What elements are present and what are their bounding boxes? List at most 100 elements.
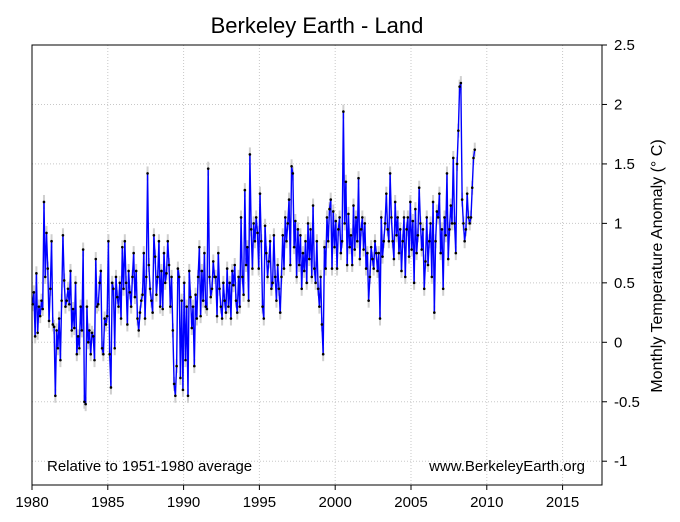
data-point bbox=[114, 275, 118, 279]
data-point bbox=[294, 219, 297, 223]
data-point bbox=[309, 228, 312, 231]
data-point bbox=[372, 267, 375, 270]
data-point bbox=[61, 233, 65, 237]
data-point bbox=[251, 267, 254, 270]
data-point bbox=[205, 307, 209, 311]
data-point bbox=[350, 263, 354, 267]
data-point bbox=[405, 228, 408, 231]
data-point bbox=[161, 307, 165, 311]
data-point bbox=[103, 317, 106, 320]
data-point bbox=[230, 269, 234, 273]
data-point bbox=[190, 326, 194, 330]
data-point bbox=[472, 156, 475, 160]
data-point bbox=[453, 222, 456, 225]
data-point bbox=[277, 287, 281, 291]
data-point bbox=[72, 326, 76, 330]
data-point bbox=[227, 305, 230, 308]
data-point bbox=[176, 267, 180, 270]
data-point bbox=[185, 305, 189, 308]
data-point bbox=[355, 239, 359, 243]
data-point bbox=[179, 376, 182, 380]
data-point bbox=[146, 172, 149, 175]
data-point bbox=[310, 275, 314, 279]
data-point bbox=[93, 358, 96, 362]
data-point bbox=[162, 251, 166, 255]
data-point bbox=[105, 314, 109, 318]
data-point bbox=[239, 216, 243, 219]
source-url: www.BerkeleyEarth.org bbox=[428, 458, 585, 475]
data-point bbox=[459, 81, 463, 85]
data-point bbox=[401, 239, 405, 243]
data-point bbox=[438, 192, 441, 195]
data-point bbox=[70, 329, 74, 332]
data-point bbox=[246, 245, 249, 249]
data-point bbox=[320, 323, 324, 326]
data-point bbox=[191, 305, 195, 308]
data-point bbox=[132, 251, 135, 255]
data-point bbox=[208, 275, 211, 279]
data-point bbox=[145, 275, 148, 279]
data-point bbox=[220, 317, 224, 320]
data-point bbox=[382, 239, 386, 243]
data-point bbox=[136, 317, 139, 320]
data-point bbox=[60, 299, 63, 302]
data-point bbox=[383, 222, 387, 225]
data-point bbox=[258, 192, 262, 195]
data-point bbox=[454, 251, 458, 255]
data-point bbox=[330, 267, 334, 270]
data-point bbox=[254, 216, 258, 219]
data-point bbox=[184, 358, 187, 362]
y-tick-label: 0.5 bbox=[614, 275, 635, 292]
data-point bbox=[62, 279, 66, 282]
data-point bbox=[90, 331, 94, 335]
data-point bbox=[33, 335, 37, 338]
y-axis-label: Monthly Temperature Anomaly (° C) bbox=[649, 139, 666, 392]
data-point bbox=[189, 295, 192, 299]
data-point bbox=[118, 281, 122, 285]
data-point bbox=[96, 302, 100, 306]
data-point bbox=[91, 335, 95, 338]
data-point bbox=[391, 239, 394, 243]
data-point bbox=[374, 251, 378, 255]
data-point bbox=[201, 299, 205, 302]
data-point bbox=[235, 311, 239, 314]
data-point bbox=[416, 233, 420, 237]
data-point bbox=[363, 222, 367, 225]
data-point bbox=[241, 275, 244, 279]
data-point bbox=[325, 216, 329, 219]
data-point bbox=[84, 402, 87, 406]
data-point bbox=[157, 239, 161, 243]
data-point bbox=[80, 329, 84, 332]
data-point bbox=[217, 251, 220, 255]
data-point bbox=[458, 85, 461, 88]
data-point bbox=[342, 110, 345, 113]
data-point bbox=[449, 204, 453, 207]
data-point bbox=[267, 260, 271, 263]
data-point bbox=[52, 325, 56, 329]
data-point bbox=[41, 307, 45, 311]
data-point bbox=[59, 358, 62, 362]
data-point bbox=[64, 305, 67, 308]
data-point bbox=[299, 233, 302, 237]
data-point bbox=[357, 176, 360, 180]
data-point bbox=[393, 200, 397, 204]
data-point bbox=[323, 245, 326, 249]
data-point bbox=[421, 228, 425, 231]
data-point bbox=[198, 245, 201, 249]
data-point bbox=[195, 317, 199, 320]
y-tick-label: 0 bbox=[614, 334, 622, 351]
data-point bbox=[42, 200, 46, 204]
data-point bbox=[71, 307, 75, 311]
data-point bbox=[167, 263, 171, 267]
data-point bbox=[199, 314, 202, 318]
data-point bbox=[98, 281, 101, 285]
data-point bbox=[204, 305, 207, 308]
data-point bbox=[133, 295, 137, 299]
data-point bbox=[387, 239, 391, 243]
data-point bbox=[419, 222, 422, 225]
data-point bbox=[354, 216, 358, 219]
data-point bbox=[361, 216, 364, 219]
data-point bbox=[344, 180, 348, 184]
data-point bbox=[47, 319, 51, 323]
data-point bbox=[242, 293, 245, 297]
